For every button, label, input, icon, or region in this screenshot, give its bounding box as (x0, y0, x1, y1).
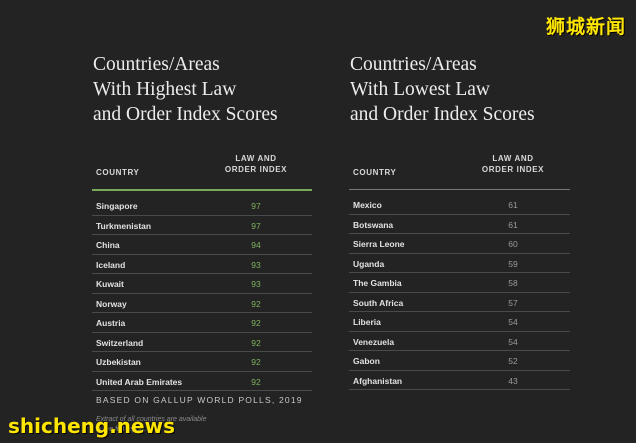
country-name: South Africa (353, 297, 404, 308)
index-score: 61 (508, 200, 518, 210)
table-header: COUNTRY LAW AND ORDER INDEX (92, 153, 312, 189)
table-header: COUNTRY LAW AND ORDER INDEX (349, 153, 570, 189)
index-score: 58 (508, 278, 518, 288)
table-row: The Gambia 58 (349, 273, 570, 293)
table-row: Austria 92 (92, 313, 312, 333)
index-score: 92 (251, 298, 261, 309)
table-row: Uganda 59 (349, 254, 570, 273)
index-score: 94 (251, 240, 261, 250)
table-row: Kuwait 93 (92, 274, 312, 294)
index-score: 92 (251, 357, 261, 367)
table-row: Liberia 54 (349, 312, 570, 332)
footnote-line: in the full report. (96, 426, 147, 433)
header-divider (92, 189, 312, 191)
index-score: 61 (508, 219, 518, 230)
country-name: Turkmenistan (96, 220, 152, 231)
table-row: China 94 (92, 235, 312, 255)
country-name: Gabon (353, 356, 380, 366)
col-index-line: LAW AND (492, 154, 534, 163)
table-row: Gabon 52 (349, 351, 570, 371)
title-line: Countries/Areas (93, 54, 220, 75)
country-name: Afghanistan (353, 375, 403, 386)
title-line: With Lowest Law (350, 79, 491, 100)
title-line: Countries/Areas (350, 54, 477, 75)
title-line: and Order Index Scores (93, 104, 278, 125)
lowest-scores-table: Countries/Areas With Lowest Law and Orde… (349, 52, 570, 390)
country-name: Switzerland (96, 337, 144, 348)
watermark-bottom: shicheng.news (8, 414, 175, 438)
source-note: BASED ON GALLUP WORLD POLLS, 2019 (96, 395, 303, 405)
highest-table-title: Countries/Areas With Highest Law and Ord… (93, 52, 312, 130)
country-name: Norway (96, 298, 127, 309)
table-row: Botswana 61 (349, 215, 570, 234)
col-country-header: COUNTRY (96, 168, 140, 177)
footnote: Extract of all countries are available i… (96, 415, 207, 435)
footnote-line: Extract of all countries are available (96, 416, 207, 423)
country-name: Mexico (353, 200, 382, 210)
table-row: Turkmenistan 97 (92, 216, 312, 235)
index-score: 92 (251, 318, 261, 328)
col-index-line: ORDER INDEX (224, 165, 288, 174)
table-body: Mexico 61 Botswana 61 Sierra Leone 60 Uganda 59… (349, 195, 570, 390)
country-name: Iceland (96, 259, 126, 270)
country-name: Sierra Leone (353, 239, 405, 249)
country-name: Kuwait (96, 279, 124, 289)
col-index-line: LAW AND (235, 154, 277, 163)
index-score: 52 (508, 356, 518, 366)
country-name: Venezuela (353, 336, 395, 347)
index-score: 59 (508, 258, 518, 269)
table-row: Norway 92 (92, 294, 312, 313)
table-row: Iceland 93 (92, 255, 312, 274)
country-name: Uzbekistan (96, 357, 141, 367)
col-index-line: ORDER INDEX (481, 165, 545, 174)
col-index-header: LAW AND ORDER INDEX (216, 153, 296, 175)
index-score: 43 (508, 375, 518, 386)
table-row: Switzerland 92 (92, 333, 312, 352)
table-row: Afghanistan 43 (349, 371, 570, 390)
table-body: Singapore 97 Turkmenistan 97 China 94 Iceland 9… (92, 196, 312, 391)
table-row: Venezuela 54 (349, 332, 570, 351)
watermark-top: 狮城新闻 (545, 16, 626, 38)
index-score: 97 (251, 201, 261, 211)
country-name: Botswana (353, 219, 394, 230)
country-name: United Arab Emirates (96, 376, 183, 387)
country-name: The Gambia (353, 278, 402, 288)
header-divider (349, 189, 570, 190)
index-score: 92 (251, 376, 261, 387)
title-line: and Order Index Scores (350, 104, 535, 125)
table-row: Uzbekistan 92 (92, 352, 312, 372)
col-country-header: COUNTRY (353, 168, 397, 177)
index-score: 97 (251, 220, 261, 231)
table-row: South Africa 57 (349, 293, 570, 312)
index-score: 93 (251, 279, 261, 289)
table-row: Mexico 61 (349, 195, 570, 215)
table-row: Singapore 97 (92, 196, 312, 216)
title-line: With Highest Law (93, 79, 237, 100)
index-score: 93 (251, 259, 261, 270)
index-score: 54 (508, 336, 518, 347)
table-row: United Arab Emirates 92 (92, 372, 312, 391)
index-score: 92 (251, 337, 261, 348)
country-name: Liberia (353, 317, 381, 327)
country-name: Singapore (96, 201, 138, 211)
col-index-header: LAW AND ORDER INDEX (473, 153, 553, 175)
table-row: Sierra Leone 60 (349, 234, 570, 254)
index-score: 60 (508, 239, 518, 249)
index-score: 54 (508, 317, 518, 327)
country-name: Uganda (353, 258, 385, 269)
highest-scores-table: Countries/Areas With Highest Law and Ord… (92, 52, 312, 391)
index-score: 57 (508, 297, 518, 308)
country-name: China (96, 240, 120, 250)
lowest-table-title: Countries/Areas With Lowest Law and Orde… (350, 52, 570, 130)
country-name: Austria (96, 318, 126, 328)
